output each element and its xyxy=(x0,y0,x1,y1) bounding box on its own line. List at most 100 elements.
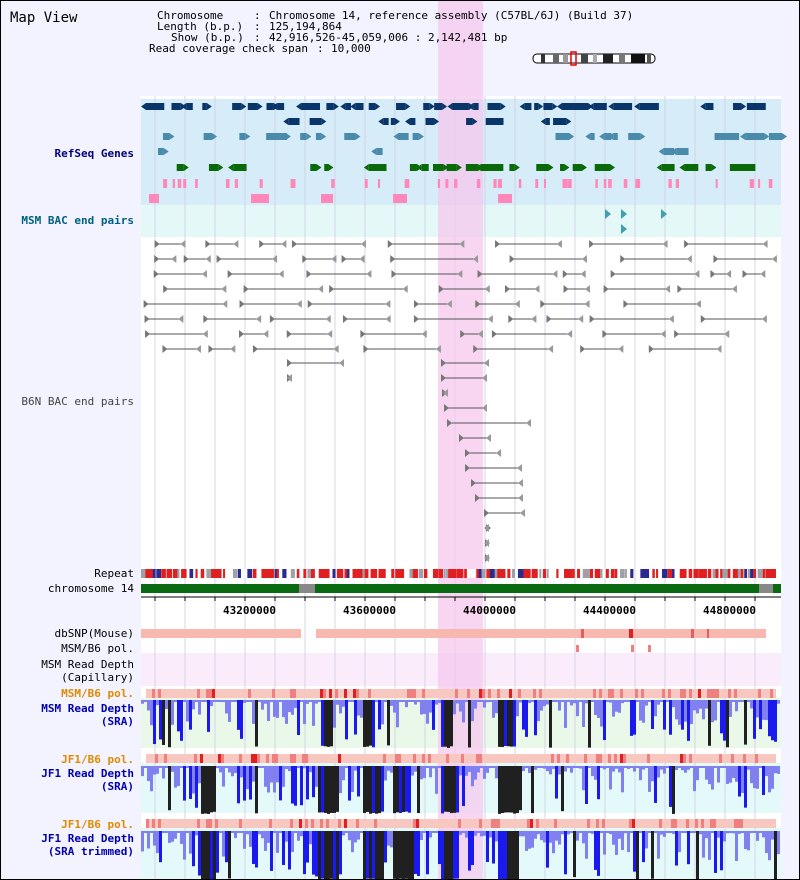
depth-bar xyxy=(612,831,615,845)
gene-pink-mark xyxy=(675,179,680,188)
dbsnp-mark xyxy=(629,629,633,638)
repeat-segment xyxy=(531,569,538,578)
depth-bar xyxy=(300,766,303,806)
gene-block xyxy=(473,103,479,110)
pol-heat-cell xyxy=(305,689,308,698)
repeat-segment xyxy=(635,569,638,578)
track-label-msm-capillary[interactable]: MSM Read Depth xyxy=(41,658,134,671)
pol-heat-cell xyxy=(608,819,611,828)
depth-bar xyxy=(696,766,699,781)
pol-heat-cell xyxy=(473,754,476,763)
track-label-dbsnp[interactable]: dbSNP(Mouse) xyxy=(54,627,134,640)
pol-heat-cell xyxy=(746,689,749,698)
pol-heat-cell xyxy=(197,819,200,828)
pol-heat-cell xyxy=(185,819,188,828)
track-label-msm-sra[interactable]: MSM Read Depth xyxy=(41,702,134,715)
length-value: 125,194,864 xyxy=(269,20,342,33)
depth-bar xyxy=(654,831,657,833)
bac-pair-end xyxy=(477,330,483,338)
depth-bar xyxy=(438,766,441,768)
pol-heat-cell xyxy=(215,689,218,698)
pol-heat-cell xyxy=(422,754,425,763)
bac-pair-end xyxy=(475,494,480,502)
pol-heat-cell xyxy=(155,689,158,698)
pol-heat-cell xyxy=(494,819,497,828)
depth-bar xyxy=(696,700,699,714)
depth-bar xyxy=(627,831,630,853)
pol-heat-cell xyxy=(182,689,185,698)
track-label-chromosome[interactable]: chromosome 14 xyxy=(47,582,134,595)
bac-pair-end xyxy=(459,240,465,248)
bac-pair-end xyxy=(205,255,211,263)
repeat-segment xyxy=(252,569,257,578)
bac-pair-end xyxy=(259,240,265,248)
pol-heat-cell xyxy=(146,754,149,763)
track-label-msm-b6-pol-2[interactable]: MSM/B6 pol. xyxy=(61,687,134,700)
gene-pink-mark xyxy=(454,179,458,188)
depth-bar xyxy=(669,766,672,807)
depth-bar xyxy=(510,766,513,813)
depth-bar xyxy=(597,766,600,800)
gene-arrow xyxy=(245,133,251,140)
track-label-b6n-bac[interactable]: B6N BAC end pairs xyxy=(21,395,134,408)
depth-bar xyxy=(705,766,708,780)
track-label-jf1-sra[interactable]: JF1 Read Depth xyxy=(41,767,134,780)
gene-block xyxy=(345,103,351,110)
gene-arrow xyxy=(475,164,481,171)
depth-bar xyxy=(333,700,336,728)
depth-bar xyxy=(774,766,777,774)
track-label-jf1-b6-pol-1[interactable]: JF1/B6 pol. xyxy=(61,753,134,766)
track-label-jf1-trimmed[interactable]: JF1 Read Depth xyxy=(41,832,134,845)
pol-heat-cell xyxy=(419,819,422,828)
pol-heat-cell xyxy=(275,754,278,763)
pol-heat-cell xyxy=(536,689,539,698)
pol-heat-cell xyxy=(734,819,737,828)
track-label-msm-bac[interactable]: MSM BAC end pairs xyxy=(21,214,134,227)
pol-heat-cell xyxy=(218,689,221,698)
pol-heat-cell xyxy=(287,754,290,763)
pol-heat-cell xyxy=(386,819,389,828)
depth-bar xyxy=(546,766,549,772)
track-label-repeat[interactable]: Repeat xyxy=(94,567,134,580)
pol-heat-cell xyxy=(284,819,287,828)
depth-bar xyxy=(708,766,711,785)
track-label-refseq-genes[interactable]: RefSeq Genes xyxy=(54,147,134,160)
depth-bar xyxy=(231,831,234,833)
pol-heat-cell xyxy=(515,754,518,763)
pol-heat-cell xyxy=(686,754,689,763)
depth-bar xyxy=(195,831,198,836)
depth-bar xyxy=(699,766,702,768)
pol-heat-cell xyxy=(329,819,332,828)
gene-arrow xyxy=(731,164,737,171)
track-label-msm-b6-pol-1[interactable]: MSM/B6 pol. xyxy=(61,642,134,655)
depth-bar xyxy=(153,766,156,775)
gene-block xyxy=(432,164,444,171)
gene-arrow xyxy=(257,103,263,110)
gene-arrow xyxy=(429,103,435,110)
repeat-segment xyxy=(679,569,686,578)
bac-pair-end xyxy=(195,345,201,353)
pol-heat-cell xyxy=(212,754,215,763)
coverage-key: Read coverage check span xyxy=(149,42,308,55)
pol-heat-cell xyxy=(413,819,416,828)
track-label-jf1-b6-pol-2[interactable]: JF1/B6 pol. xyxy=(61,818,134,831)
pol-heat-cell xyxy=(452,689,455,698)
pol-heat-cell xyxy=(503,754,506,763)
pol-heat-cell xyxy=(740,689,743,698)
depth-bar xyxy=(489,831,492,838)
depth-bar xyxy=(750,700,753,709)
repeat-segment xyxy=(340,569,344,578)
pol-heat-cell xyxy=(758,754,761,763)
pol-heat-cell xyxy=(332,819,335,828)
depth-bar xyxy=(414,766,417,772)
pol-heat-cell xyxy=(725,689,728,698)
depth-bar xyxy=(681,831,684,833)
pol-heat-cell xyxy=(557,819,560,828)
depth-bar xyxy=(666,700,669,702)
bac-pair-end xyxy=(296,300,302,308)
ideogram-band xyxy=(647,54,651,63)
depth-bar xyxy=(387,766,390,771)
pol-heat-cell xyxy=(419,754,422,763)
gene-arrow xyxy=(378,118,384,125)
